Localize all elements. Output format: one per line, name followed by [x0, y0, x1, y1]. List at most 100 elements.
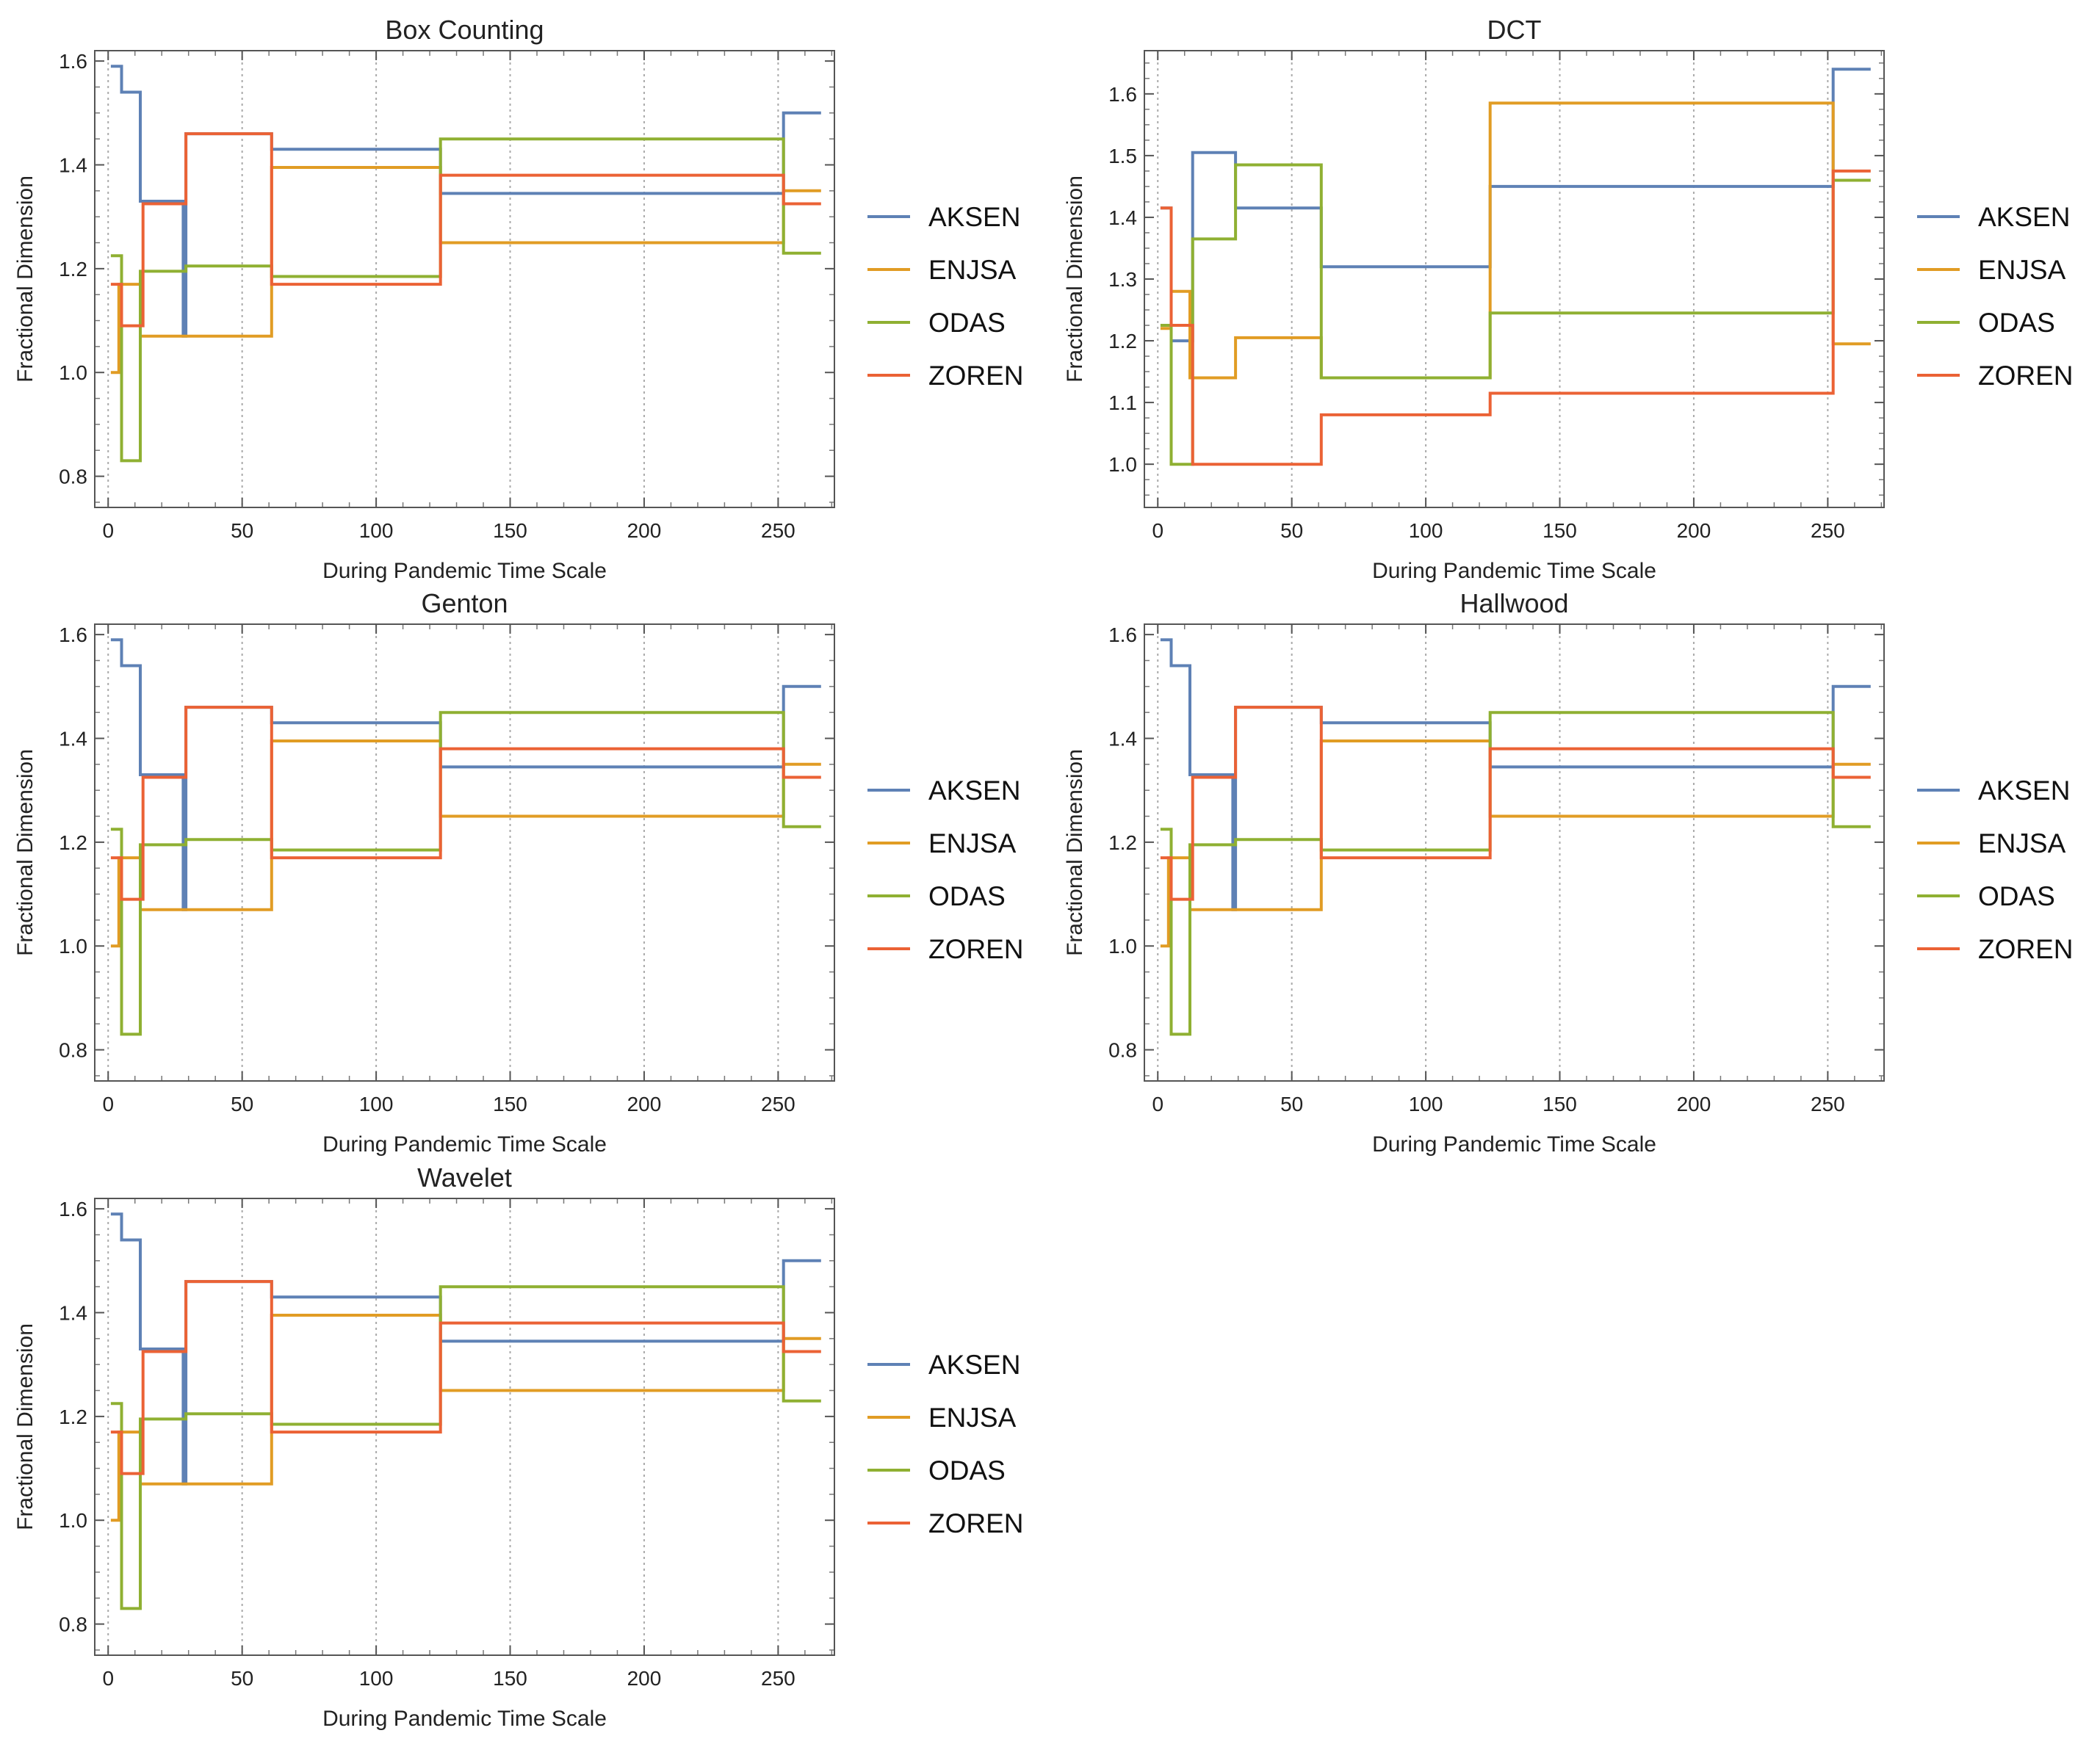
series-line-aksen — [1160, 68, 1871, 343]
series-line-enjsa — [110, 166, 821, 375]
x-tick-label: 0 — [102, 1093, 114, 1115]
plot-frame — [94, 1198, 835, 1656]
y-tick-label: 0.8 — [59, 466, 87, 488]
plot-title: Genton — [421, 588, 508, 618]
y-tick-label: 1.0 — [59, 1509, 87, 1532]
legend-label-aksen: AKSEN — [928, 1350, 1020, 1380]
y-tick-label: 1.4 — [59, 728, 87, 750]
legend-label-aksen: AKSEN — [928, 775, 1020, 806]
y-tick-label: 1.0 — [1108, 935, 1137, 958]
y-tick-label: 1.6 — [59, 50, 87, 73]
y-tick-label: 1.6 — [1108, 623, 1137, 646]
legend-label-enjsa: ENJSA — [928, 828, 1017, 858]
y-tick-label: 1.2 — [59, 1406, 87, 1428]
legend-label-zoren: ZOREN — [928, 1508, 1024, 1538]
x-tick-label: 50 — [1280, 1093, 1303, 1115]
series-line-odas — [110, 137, 821, 463]
legend-label-zoren: ZOREN — [928, 934, 1024, 964]
panel-4: Wavelet 0 50 100 150 200 250 0.8 1.0 1.2 1.4 1.6 Dur… — [13, 1162, 1024, 1731]
x-tick-label: 50 — [231, 1093, 253, 1115]
series-line-zoren — [110, 1280, 821, 1475]
legend-label-odas: ODAS — [928, 1455, 1006, 1486]
plot-frame — [94, 623, 835, 1082]
plot-title: Hallwood — [1459, 588, 1568, 618]
x-tick-label: 250 — [1811, 1093, 1845, 1115]
y-tick-label: 0.8 — [1108, 1039, 1137, 1062]
y-axis-label: Fractional Dimension — [13, 176, 37, 383]
legend-label-odas: ODAS — [1978, 881, 2055, 911]
legend-label-aksen: AKSEN — [1978, 775, 2070, 806]
legend-label-enjsa: ENJSA — [928, 255, 1017, 285]
legend-label-odas: ODAS — [1978, 308, 2055, 338]
x-tick-label: 50 — [1280, 519, 1303, 542]
y-tick-label: 1.4 — [1108, 206, 1137, 229]
legend-label-enjsa: ENJSA — [1978, 255, 2066, 285]
series-line-odas — [1160, 163, 1871, 466]
y-tick-label: 1.3 — [1108, 268, 1137, 291]
y-tick-label: 0.8 — [59, 1613, 87, 1636]
series-line-enjsa — [110, 739, 821, 948]
x-tick-label: 200 — [1677, 519, 1711, 542]
y-tick-label: 1.6 — [59, 1198, 87, 1220]
y-axis-label: Fractional Dimension — [13, 1323, 37, 1530]
x-tick-label: 0 — [1152, 519, 1163, 542]
x-tick-label: 50 — [231, 519, 253, 542]
y-axis-label: Fractional Dimension — [1063, 176, 1087, 383]
x-tick-label: 0 — [102, 519, 114, 542]
series-line-odas — [110, 1285, 821, 1610]
series-line-enjsa — [110, 1314, 821, 1522]
legend-label-aksen: AKSEN — [1978, 202, 2070, 232]
x-axis-label: During Pandemic Time Scale — [1372, 1132, 1656, 1157]
legend-label-zoren: ZOREN — [928, 361, 1024, 391]
x-tick-label: 150 — [493, 1093, 527, 1115]
x-tick-label: 50 — [231, 1667, 253, 1690]
series-line-zoren — [110, 706, 821, 901]
y-tick-label: 1.4 — [1108, 728, 1137, 750]
x-axis-label: During Pandemic Time Scale — [322, 1132, 607, 1157]
x-tick-label: 150 — [1542, 1093, 1577, 1115]
legend-label-enjsa: ENJSA — [928, 1403, 1017, 1433]
x-tick-label: 100 — [1409, 1093, 1443, 1115]
series-line-aksen — [110, 638, 821, 911]
legend-label-aksen: AKSEN — [928, 202, 1020, 232]
x-tick-label: 0 — [1152, 1093, 1163, 1115]
x-tick-label: 200 — [627, 519, 662, 542]
y-tick-label: 1.4 — [59, 154, 87, 177]
legend-label-odas: ODAS — [928, 308, 1006, 338]
x-tick-label: 200 — [627, 1667, 662, 1690]
legend-label-enjsa: ENJSA — [1978, 828, 2066, 858]
y-tick-label: 1.1 — [1108, 391, 1137, 414]
series-line-aksen — [110, 65, 821, 338]
y-axis-label: Fractional Dimension — [13, 749, 37, 956]
y-tick-label: 1.0 — [59, 361, 87, 384]
x-tick-label: 250 — [761, 519, 795, 542]
y-tick-label: 1.0 — [59, 935, 87, 958]
series-line-enjsa — [1160, 101, 1871, 380]
series-line-zoren — [1160, 169, 1871, 466]
x-axis-label: During Pandemic Time Scale — [1372, 559, 1656, 583]
series-line-odas — [110, 711, 821, 1036]
series-line-zoren — [1160, 706, 1871, 901]
plot-title: Wavelet — [417, 1162, 512, 1193]
y-tick-label: 1.5 — [1108, 145, 1137, 167]
series-line-odas — [1160, 711, 1871, 1036]
y-tick-label: 1.2 — [59, 258, 87, 281]
x-tick-label: 250 — [761, 1093, 795, 1115]
y-axis-label: Fractional Dimension — [1063, 749, 1087, 956]
x-tick-label: 100 — [359, 519, 394, 542]
x-tick-label: 150 — [1542, 519, 1577, 542]
plot-frame — [1144, 50, 1885, 508]
legend-label-zoren: ZOREN — [1978, 361, 2074, 391]
panel-2: Genton 0 50 100 150 200 250 0.8 1.0 1.2 1.4 1.6 Duri… — [13, 588, 1024, 1157]
panel-3: Hallwood 0 50 100 150 200 250 0.8 1.0 1.2 1.4 1.6 Du… — [1063, 588, 2074, 1157]
legend-label-odas: ODAS — [928, 881, 1006, 911]
x-axis-label: During Pandemic Time Scale — [322, 1707, 607, 1731]
y-tick-label: 1.4 — [59, 1302, 87, 1325]
plot-frame — [1144, 623, 1885, 1082]
y-tick-label: 1.0 — [1108, 453, 1137, 476]
y-tick-label: 1.2 — [59, 831, 87, 854]
series-line-zoren — [110, 132, 821, 328]
plot-frame — [94, 50, 835, 508]
x-tick-label: 150 — [493, 519, 527, 542]
